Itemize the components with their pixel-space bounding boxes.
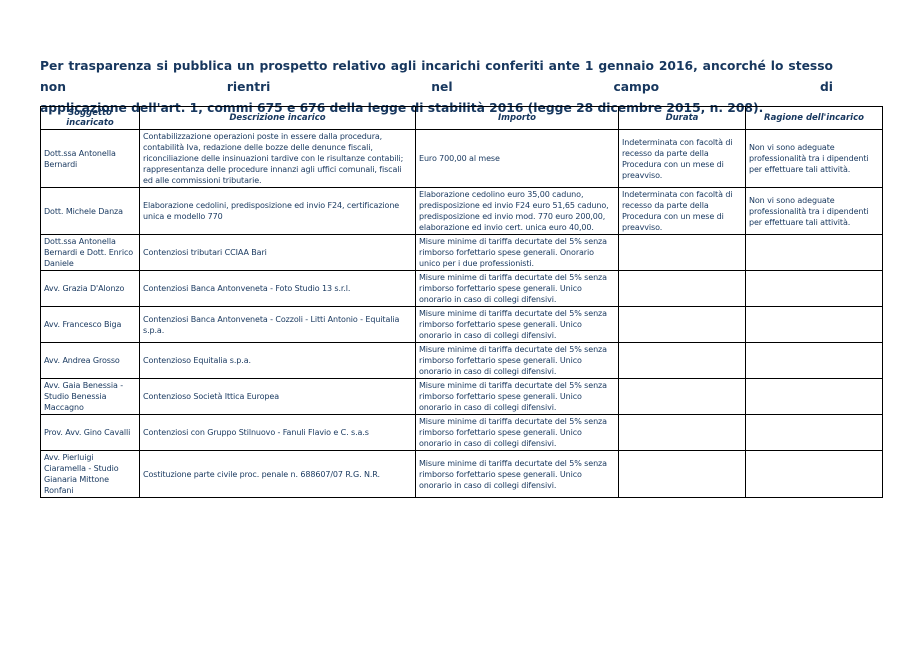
cell-ragione <box>745 414 883 451</box>
cell-descrizione: Contenziosi con Gruppo Stilnuovo - Fanul… <box>139 414 416 451</box>
cell-durata <box>618 378 746 415</box>
cell-ragione: Non vi sono adeguate professionalità tra… <box>745 129 883 188</box>
table-row: Avv. Pierluigi Ciaramella - Studio Giana… <box>40 450 883 498</box>
table-header-row: Soggetto incaricato Descrizione incarico… <box>40 106 883 130</box>
cell-importo: Elaborazione cedolino euro 35,00 caduno,… <box>415 187 619 235</box>
cell-ragione <box>745 378 883 415</box>
cell-importo: Misure minime di tariffa decurtate del 5… <box>415 378 619 415</box>
cell-descrizione: Contenzioso Equitalia s.p.a. <box>139 342 416 379</box>
cell-ragione <box>745 306 883 343</box>
cell-descrizione: Elaborazione cedolini, predisposizione e… <box>139 187 416 235</box>
cell-soggetto: Dott.ssa Antonella Bernardi e Dott. Enri… <box>40 234 140 271</box>
cell-durata <box>618 342 746 379</box>
cell-importo: Misure minime di tariffa decurtate del 5… <box>415 342 619 379</box>
cell-soggetto: Avv. Francesco Biga <box>40 306 140 343</box>
column-header-ragione: Ragione dell'incarico <box>745 106 883 130</box>
column-header-soggetto: Soggetto incaricato <box>40 106 140 130</box>
cell-durata <box>618 450 746 498</box>
cell-ragione: Non vi sono adeguate professionalità tra… <box>745 187 883 235</box>
cell-ragione <box>745 450 883 498</box>
table-row: Avv. Grazia D'Alonzo Contenziosi Banca A… <box>40 270 883 307</box>
cell-ragione <box>745 342 883 379</box>
cell-soggetto: Prov. Avv. Gino Cavalli <box>40 414 140 451</box>
table-row: Avv. Andrea Grosso Contenzioso Equitalia… <box>40 342 883 379</box>
cell-descrizione: Contenziosi Banca Antonveneta - Foto Stu… <box>139 270 416 307</box>
table-row: Avv. Gaia Benessia - Studio Benessia Mac… <box>40 378 883 415</box>
cell-durata <box>618 306 746 343</box>
cell-soggetto: Avv. Andrea Grosso <box>40 342 140 379</box>
cell-descrizione: Contabilizzazione operazioni poste in es… <box>139 129 416 188</box>
cell-importo: Misure minime di tariffa decurtate del 5… <box>415 234 619 271</box>
cell-durata <box>618 270 746 307</box>
column-header-descrizione: Descrizione incarico <box>139 106 416 130</box>
column-header-importo: Importo <box>415 106 619 130</box>
table-row: Avv. Francesco Biga Contenziosi Banca An… <box>40 306 883 343</box>
table-row: Prov. Avv. Gino Cavalli Contenziosi con … <box>40 414 883 451</box>
cell-durata: Indeterminata con facoltà di recesso da … <box>618 129 746 188</box>
intro-line-1: Per trasparenza si pubblica un prospetto… <box>40 59 833 94</box>
cell-soggetto: Avv. Pierluigi Ciaramella - Studio Giana… <box>40 450 140 498</box>
cell-importo: Euro 700,00 al mese <box>415 129 619 188</box>
cell-soggetto: Dott.ssa Antonella Bernardi <box>40 129 140 188</box>
cell-soggetto: Avv. Gaia Benessia - Studio Benessia Mac… <box>40 378 140 415</box>
incarichi-table: Soggetto incaricato Descrizione incarico… <box>40 106 883 498</box>
cell-durata <box>618 414 746 451</box>
cell-ragione <box>745 270 883 307</box>
cell-descrizione: Contenziosi tributari CCIAA Bari <box>139 234 416 271</box>
cell-descrizione: Contenziosi Banca Antonveneta - Cozzoli … <box>139 306 416 343</box>
cell-soggetto: Avv. Grazia D'Alonzo <box>40 270 140 307</box>
column-header-durata: Durata <box>618 106 746 130</box>
cell-descrizione: Costituzione parte civile proc. penale n… <box>139 450 416 498</box>
table-row: Dott. Michele Danza Elaborazione cedolin… <box>40 187 883 235</box>
table-row: Dott.ssa Antonella Bernardi Contabilizza… <box>40 129 883 188</box>
cell-soggetto: Dott. Michele Danza <box>40 187 140 235</box>
cell-durata: Indeterminata con facoltà di recesso da … <box>618 187 746 235</box>
cell-importo: Misure minime di tariffa decurtate del 5… <box>415 450 619 498</box>
cell-descrizione: Contenzioso Società Ittica Europea <box>139 378 416 415</box>
cell-importo: Misure minime di tariffa decurtate del 5… <box>415 270 619 307</box>
cell-importo: Misure minime di tariffa decurtate del 5… <box>415 414 619 451</box>
cell-importo: Misure minime di tariffa decurtate del 5… <box>415 306 619 343</box>
cell-durata <box>618 234 746 271</box>
table-row: Dott.ssa Antonella Bernardi e Dott. Enri… <box>40 234 883 271</box>
cell-ragione <box>745 234 883 271</box>
